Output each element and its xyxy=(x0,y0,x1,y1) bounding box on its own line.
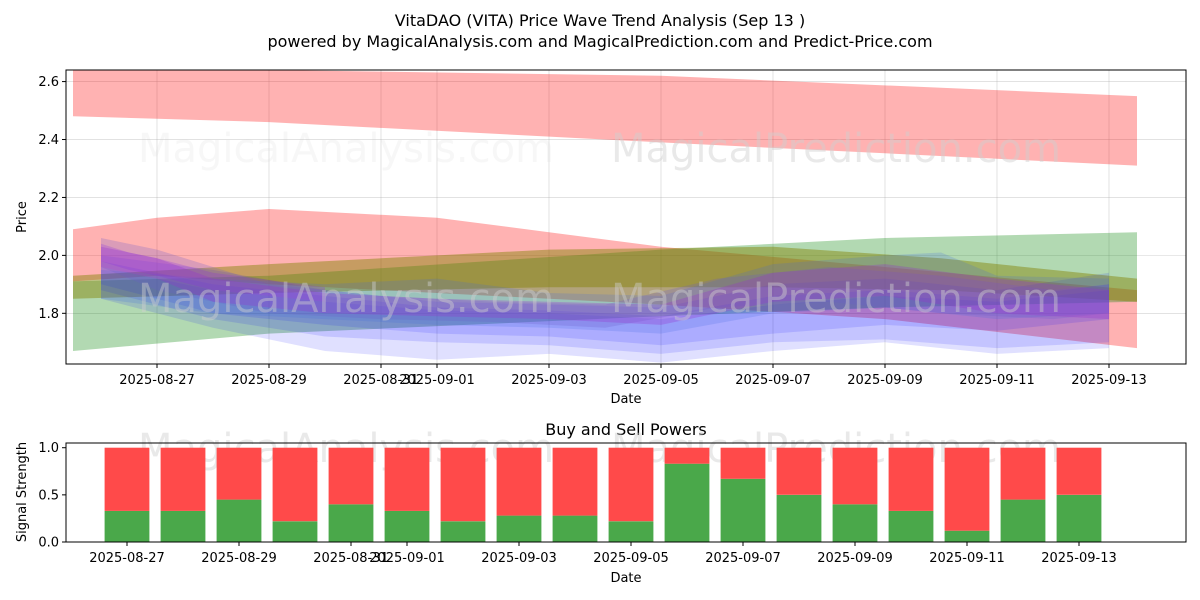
signal-y-tick-label: 1.0 xyxy=(38,441,59,456)
buy-bar xyxy=(1000,499,1046,542)
price-x-tick-label: 2025-09-01 xyxy=(399,373,475,388)
price-x-tick-label: 2025-08-31 xyxy=(343,373,419,388)
price-band-3 xyxy=(73,246,1137,302)
sell-bar xyxy=(1056,447,1102,495)
signal-x-tick-label: 2025-09-13 xyxy=(1041,551,1117,566)
sell-bar xyxy=(888,447,934,511)
price-bands xyxy=(73,70,1137,363)
sell-bar xyxy=(384,447,430,511)
signal-bars xyxy=(104,447,1102,542)
signal-title: Buy and Sell Powers xyxy=(545,420,707,439)
chart-subtitle: powered by MagicalAnalysis.com and Magic… xyxy=(267,32,932,51)
signal-x-label: Date xyxy=(610,571,641,586)
watermark-right-mid: MagicalPrediction.com xyxy=(611,276,1061,322)
price-band-1 xyxy=(73,209,1137,349)
buy-bar xyxy=(272,521,318,542)
sell-bar xyxy=(944,447,990,531)
price-y-tick-label: 2.0 xyxy=(38,249,59,264)
price-plot-background xyxy=(66,70,1186,364)
sell-bar xyxy=(328,447,374,505)
sell-bar xyxy=(552,447,598,516)
price-x-tick-label: 2025-09-09 xyxy=(847,373,923,388)
sell-bar xyxy=(440,447,486,522)
price-x-tick-label: 2025-08-29 xyxy=(231,373,307,388)
buy-bar xyxy=(720,478,766,542)
price-band-7 xyxy=(101,252,1109,334)
signal-x-tick-label: 2025-09-03 xyxy=(481,551,557,566)
signal-x-tick-label: 2025-08-31 xyxy=(313,551,389,566)
price-x-ticks: 2025-08-27 2025-08-29 2025-08-312025-09-01… xyxy=(119,364,1147,388)
signal-panel: Buy and Sell Powers MagicalAnalysis.com … xyxy=(15,420,1187,586)
price-x-tick-label: 2025-09-13 xyxy=(1071,373,1147,388)
signal-x-tick-label: 2025-08-29 xyxy=(201,551,277,566)
sell-bar xyxy=(104,447,150,511)
signal-y-tick-label: 0.5 xyxy=(38,488,59,503)
price-grid xyxy=(66,70,1186,364)
price-band-8 xyxy=(101,238,1109,328)
price-x-tick-label: 2025-09-11 xyxy=(959,373,1035,388)
price-band-2 xyxy=(73,232,1137,351)
buy-bar xyxy=(160,510,206,542)
price-y-tick-label: 1.8 xyxy=(38,307,59,322)
chart-title: VitaDAO (VITA) Price Wave Trend Analysis… xyxy=(395,11,805,30)
signal-x-tick-label: 2025-08-27 xyxy=(89,551,165,566)
price-band-0 xyxy=(73,70,1137,166)
price-band-4 xyxy=(101,255,1109,354)
buy-bar xyxy=(104,510,150,542)
signal-plot-frame xyxy=(65,442,1187,543)
buy-bar xyxy=(776,494,822,542)
price-x-tick-label: 2025-09-05 xyxy=(623,373,699,388)
sell-bar xyxy=(496,447,542,516)
buy-bar xyxy=(944,530,990,542)
price-x-tick-label: 2025-09-03 xyxy=(511,373,587,388)
price-y-tick-label: 2.6 xyxy=(38,75,59,90)
price-band-9 xyxy=(101,246,1109,325)
signal-y-tick-label: 0.0 xyxy=(38,536,59,551)
signal-x-tick-label: 2025-09-11 xyxy=(929,551,1005,566)
signal-y-label: Signal Strength xyxy=(15,442,30,542)
sell-bar xyxy=(216,447,262,500)
buy-bar xyxy=(384,510,430,542)
price-x-tick-label: 2025-09-07 xyxy=(735,373,811,388)
price-band-6 xyxy=(101,267,1109,346)
signal-x-tick-label: 2025-09-09 xyxy=(817,551,893,566)
buy-bar xyxy=(1056,494,1102,542)
sell-bar xyxy=(664,447,710,464)
sell-bar xyxy=(776,447,822,495)
buy-bar xyxy=(832,504,878,542)
watermark-left: MagicalAnalysis.com xyxy=(138,126,554,172)
price-plot-frame xyxy=(65,69,1187,365)
buy-bar xyxy=(664,463,710,542)
sell-bar xyxy=(1000,447,1046,500)
buy-bar xyxy=(552,515,598,542)
signal-x-tick-label: 2025-09-05 xyxy=(593,551,669,566)
price-x-tick-label: 2025-08-27 xyxy=(119,373,195,388)
price-y-tick-label: 2.4 xyxy=(38,133,59,148)
buy-bar xyxy=(888,510,934,542)
signal-x-ticks: 2025-08-27 2025-08-29 2025-08-312025-09-01… xyxy=(89,542,1117,566)
signal-x-tick-label: 2025-09-07 xyxy=(705,551,781,566)
buy-bar xyxy=(328,504,374,542)
signal-y-ticks: 0.0 0.5 1.0 xyxy=(38,441,66,551)
price-band-10 xyxy=(101,243,325,302)
price-panel: MagicalAnalysis.com MagicalPrediction.co… xyxy=(15,69,1187,407)
price-y-ticks: 1.8 2.0 2.2 2.4 2.6 xyxy=(38,75,66,322)
buy-bar xyxy=(608,521,654,542)
buy-bar xyxy=(216,499,262,542)
watermark-left-mid: MagicalAnalysis.com xyxy=(138,276,554,322)
price-y-tick-label: 2.2 xyxy=(38,191,59,206)
price-band-5 xyxy=(101,261,1109,363)
price-y-label: Price xyxy=(15,201,30,233)
signal-x-tick-label: 2025-09-01 xyxy=(369,551,445,566)
watermark-right: MagicalPrediction.com xyxy=(611,126,1061,172)
sell-bar xyxy=(832,447,878,505)
sell-bar xyxy=(272,447,318,522)
sell-bar xyxy=(720,447,766,479)
price-x-label: Date xyxy=(610,392,641,407)
sell-bar xyxy=(160,447,206,511)
sell-bar xyxy=(608,447,654,522)
buy-bar xyxy=(440,521,486,542)
buy-bar xyxy=(496,515,542,542)
